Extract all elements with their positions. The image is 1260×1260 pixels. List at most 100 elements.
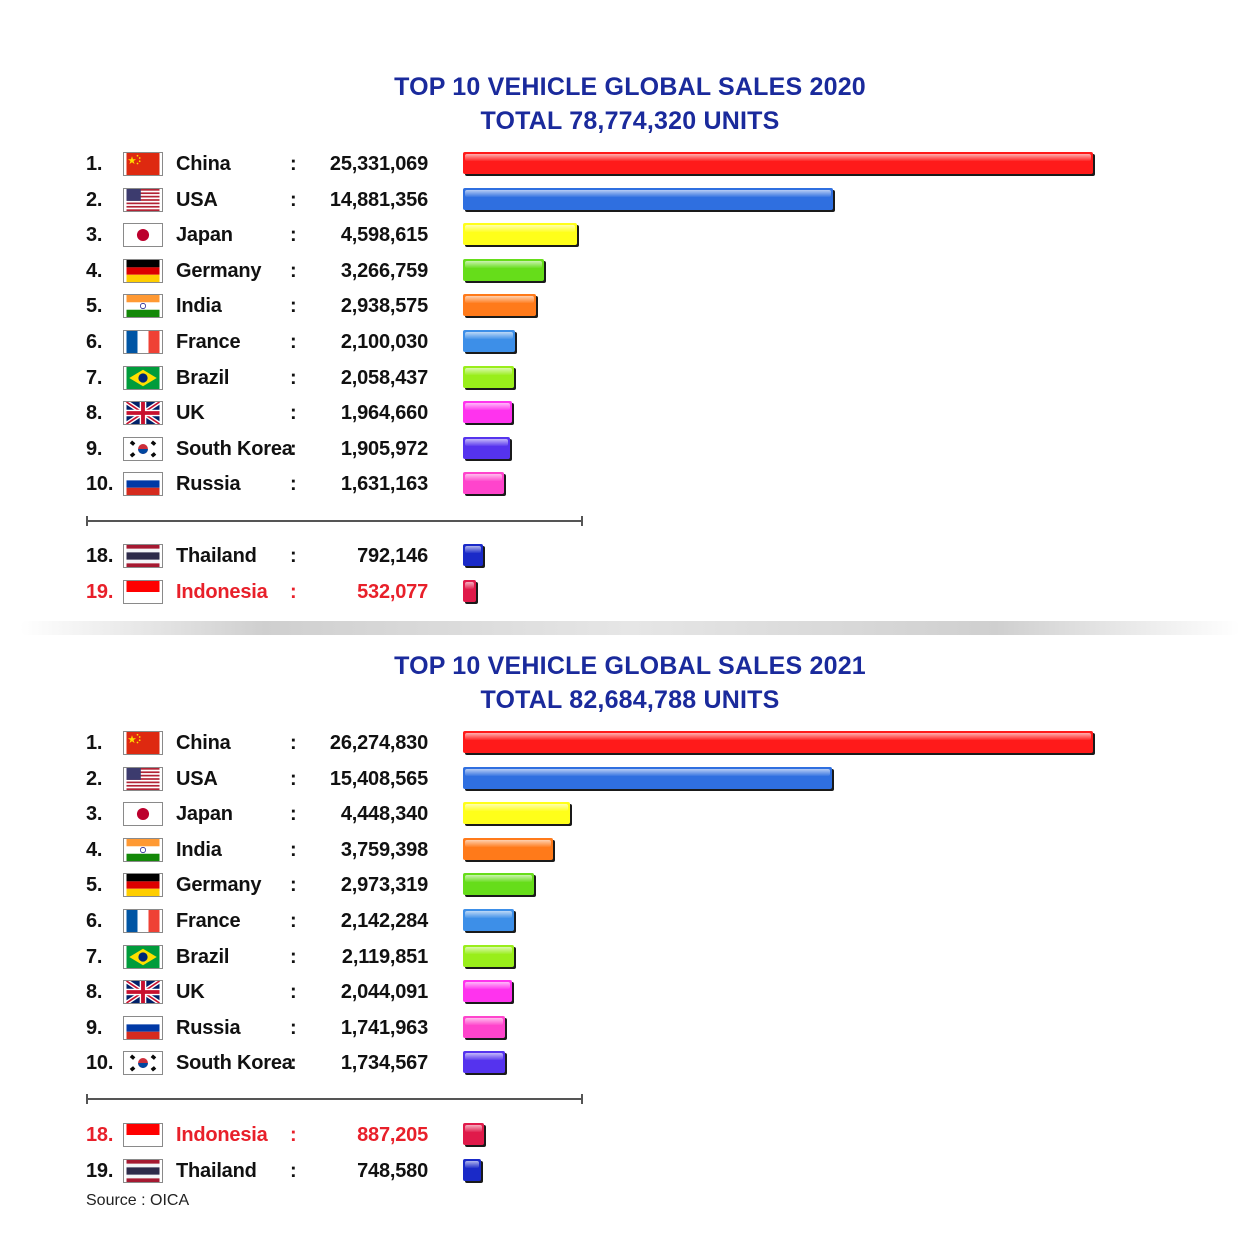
bar-row-indonesia: 18. Indonesia: 887,205 <box>0 1117 1260 1153</box>
colon-separator: : <box>290 803 297 825</box>
value-label: 1,734,567 <box>340 1052 428 1074</box>
rank-label: 6. <box>86 331 103 353</box>
flag-fr-icon <box>123 330 163 354</box>
rank-label: 7. <box>86 367 103 389</box>
bar-uk <box>463 980 512 1002</box>
country-label: USA <box>176 189 218 211</box>
bar-row-uk: 8. UK: 2,044,091 <box>0 974 1260 1010</box>
country-label: Russia <box>176 1017 241 1039</box>
flag-in-icon <box>123 294 163 318</box>
rank-label: 10. <box>86 473 114 495</box>
bar-indonesia <box>463 580 476 602</box>
chart-subtitle: TOTAL 82,684,788 UNITS <box>480 686 780 714</box>
bar-uk <box>463 401 512 423</box>
colon-separator: : <box>290 839 297 861</box>
flag-br-icon <box>123 366 163 390</box>
rank-label: 5. <box>86 874 103 896</box>
value-label: 792,146 <box>357 545 428 567</box>
bar-row-brazil: 7. Brazil: 2,058,437 <box>0 360 1260 396</box>
bar-row-france: 6. France: 2,142,284 <box>0 903 1260 939</box>
source-note: Source : OICA <box>86 1192 190 1209</box>
value-label: 2,100,030 <box>340 331 428 353</box>
country-label: Thailand <box>176 545 257 567</box>
colon-separator: : <box>290 295 297 317</box>
bar-row-france: 6. France: 2,100,030 <box>0 324 1260 360</box>
country-label: Japan <box>176 224 233 246</box>
value-label: 1,741,963 <box>340 1017 428 1039</box>
bar-row-uk: 8. UK: 1,964,660 <box>0 395 1260 431</box>
value-label: 4,598,615 <box>340 224 428 246</box>
colon-separator: : <box>290 402 297 424</box>
colon-separator: : <box>290 581 297 603</box>
rank-gap-divider <box>86 516 583 526</box>
bar-row-india: 5. India: 2,938,575 <box>0 288 1260 324</box>
country-label: Indonesia <box>176 1124 268 1146</box>
bar-row-japan: 3. Japan: 4,598,615 <box>0 217 1260 253</box>
country-label: Germany <box>176 260 262 282</box>
rank-label: 1. <box>86 153 103 175</box>
colon-separator: : <box>290 981 297 1003</box>
colon-separator: : <box>290 768 297 790</box>
value-label: 1,964,660 <box>340 402 428 424</box>
flag-de-icon <box>123 259 163 283</box>
flag-br-icon <box>123 945 163 969</box>
value-label: 2,119,851 <box>341 946 428 968</box>
colon-separator: : <box>290 732 297 754</box>
bar-brazil <box>463 945 514 967</box>
rank-label: 3. <box>86 803 103 825</box>
bar-row-usa: 2. USA: 15,408,565 <box>0 761 1260 797</box>
colon-separator: : <box>290 367 297 389</box>
colon-separator: : <box>290 874 297 896</box>
bar-row-japan: 3. Japan: 4,448,340 <box>0 796 1260 832</box>
bar-germany <box>463 259 544 281</box>
bar-row-china: 1. China: 26,274,830 <box>0 725 1260 761</box>
bar-row-south-korea: 9. South Korea: 1,905,972 <box>0 431 1260 467</box>
bar-france <box>463 909 514 931</box>
value-label: 2,058,437 <box>340 367 428 389</box>
flag-fr-icon <box>123 909 163 933</box>
bar-south-korea <box>463 1051 505 1073</box>
flag-uk-icon <box>123 401 163 425</box>
bar-row-thailand: 18. Thailand: 792,146 <box>0 538 1260 574</box>
rank-label: 9. <box>86 1017 103 1039</box>
rank-gap-divider <box>86 1094 583 1104</box>
flag-kr-icon <box>123 1051 163 1075</box>
colon-separator: : <box>290 331 297 353</box>
flag-uk-icon <box>123 980 163 1004</box>
value-label: 26,274,830 <box>329 732 428 754</box>
rank-label: 2. <box>86 768 103 790</box>
bar-brazil <box>463 366 514 388</box>
country-label: USA <box>176 768 218 790</box>
rank-label: 1. <box>86 732 103 754</box>
rank-label: 8. <box>86 402 103 424</box>
bar-france <box>463 330 515 352</box>
colon-separator: : <box>290 153 297 175</box>
value-label: 2,044,091 <box>340 981 428 1003</box>
bar-usa <box>463 767 832 789</box>
country-label: China <box>176 732 231 754</box>
colon-separator: : <box>290 260 297 282</box>
flag-de-icon <box>123 873 163 897</box>
rank-label: 2. <box>86 189 103 211</box>
country-label: South Korea <box>176 1052 293 1074</box>
chart-title: TOP 10 VEHICLE GLOBAL SALES 2021 <box>394 652 866 680</box>
colon-separator: : <box>290 224 297 246</box>
rank-label: 7. <box>86 946 103 968</box>
bar-row-thailand: 19. Thailand: 748,580 <box>0 1153 1260 1189</box>
country-label: China <box>176 153 231 175</box>
colon-separator: : <box>290 438 297 460</box>
rank-label: 19. <box>86 1160 114 1182</box>
bar-row-south-korea: 10. South Korea: 1,734,567 <box>0 1045 1260 1081</box>
colon-separator: : <box>290 1052 297 1074</box>
value-label: 25,331,069 <box>329 153 428 175</box>
country-label: UK <box>176 981 205 1003</box>
bar-thailand <box>463 544 483 566</box>
value-label: 2,938,575 <box>340 295 428 317</box>
country-label: South Korea <box>176 438 293 460</box>
bar-china <box>463 152 1093 174</box>
value-label: 15,408,565 <box>329 768 428 790</box>
bar-row-china: 1. China: 25,331,069 <box>0 146 1260 182</box>
flag-kr-icon <box>123 437 163 461</box>
rank-label: 18. <box>86 545 114 567</box>
country-label: India <box>176 839 222 861</box>
